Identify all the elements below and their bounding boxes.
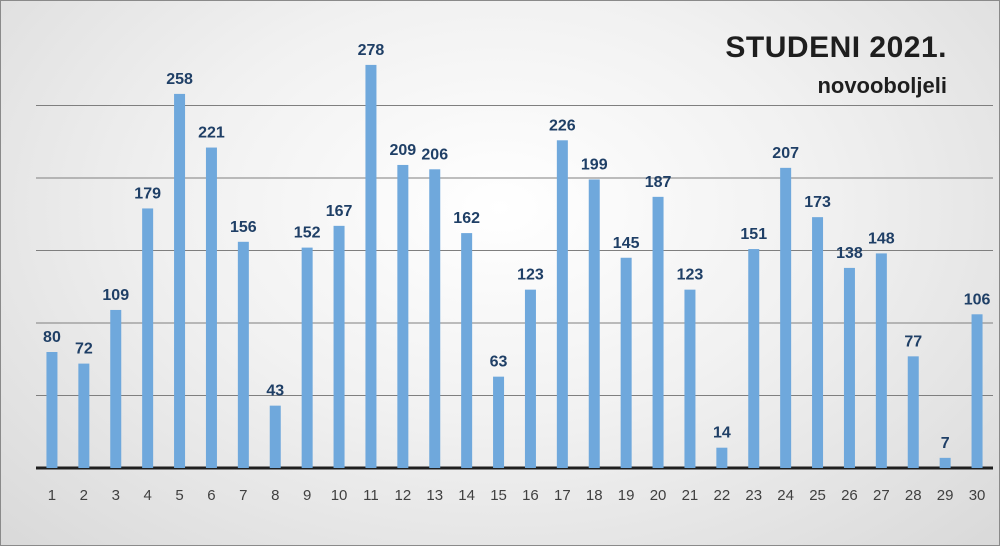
x-tick-label: 9 — [303, 487, 311, 504]
bar-day-1 — [46, 352, 58, 468]
bar-day-18 — [588, 179, 600, 468]
bar-day-12 — [397, 164, 409, 468]
bar-day-28 — [907, 356, 919, 468]
gridlines — [36, 105, 993, 470]
bar-day-25 — [812, 217, 824, 468]
x-tick-label: 5 — [175, 487, 183, 504]
data-label: 14 — [713, 425, 731, 442]
x-tick-label: 30 — [969, 487, 986, 504]
bar-day-23 — [748, 249, 760, 468]
bar-day-29 — [939, 457, 951, 468]
bar-day-30 — [971, 314, 983, 468]
data-label: 206 — [421, 146, 448, 163]
bar-day-10 — [333, 225, 345, 468]
bar-day-8 — [269, 405, 281, 468]
x-tick-label: 13 — [426, 487, 443, 504]
x-tick-label: 8 — [271, 487, 279, 504]
x-tick-label: 25 — [809, 487, 826, 504]
x-tick-label: 1 — [48, 487, 56, 504]
x-tick-label: 3 — [112, 487, 120, 504]
bar-day-4 — [142, 208, 154, 468]
data-label: 145 — [613, 235, 640, 252]
data-label: 258 — [166, 71, 193, 88]
x-tick-label: 17 — [554, 487, 571, 504]
bar-day-3 — [110, 309, 122, 468]
data-labels: 80 72 109 179 258 221 156 43 152 167 278 209 206 162 6… — [43, 42, 990, 452]
data-label: 209 — [389, 142, 416, 159]
bar-day-16 — [524, 289, 536, 468]
bar-day-5 — [174, 93, 186, 469]
bar-day-13 — [429, 169, 441, 469]
data-label: 179 — [134, 185, 161, 202]
bar-day-2 — [78, 363, 90, 468]
x-tick-label: 12 — [395, 487, 412, 504]
data-label: 151 — [740, 226, 767, 243]
x-tick-label: 24 — [777, 487, 794, 504]
x-tick-label: 22 — [714, 487, 731, 504]
data-label: 221 — [198, 125, 225, 142]
x-tick-label: 2 — [80, 487, 88, 504]
chart-title: STUDENI 2021. — [725, 31, 947, 64]
data-label: 123 — [677, 267, 704, 284]
x-tick-label: 7 — [239, 487, 247, 504]
data-label: 63 — [490, 354, 508, 371]
data-label: 199 — [581, 156, 608, 173]
x-tick-label: 15 — [490, 487, 507, 504]
data-label: 156 — [230, 219, 257, 236]
bar-day-24 — [780, 167, 792, 468]
bar-day-6 — [205, 147, 217, 469]
x-tick-label: 19 — [618, 487, 635, 504]
x-tick-label: 23 — [745, 487, 762, 504]
bar-day-9 — [301, 247, 313, 468]
data-label: 109 — [102, 287, 129, 304]
data-label: 138 — [836, 245, 863, 262]
x-tick-label: 14 — [458, 487, 475, 504]
data-label: 123 — [517, 267, 544, 284]
data-label: 187 — [645, 174, 672, 191]
data-label: 106 — [964, 291, 991, 308]
x-tick-label: 10 — [331, 487, 348, 504]
bar-day-17 — [556, 140, 568, 469]
data-label: 162 — [453, 210, 480, 227]
bars — [46, 64, 983, 469]
data-label: 278 — [358, 42, 385, 59]
bar-day-14 — [461, 233, 473, 468]
x-tick-label: 6 — [207, 487, 215, 504]
bar-day-26 — [843, 267, 855, 468]
data-label: 226 — [549, 117, 576, 134]
data-label: 72 — [75, 341, 93, 358]
x-tick-label: 28 — [905, 487, 922, 504]
x-tick-label: 26 — [841, 487, 858, 504]
data-label: 207 — [772, 145, 799, 162]
data-label: 43 — [266, 383, 284, 400]
data-label: 152 — [294, 225, 321, 242]
bar-day-11 — [365, 64, 377, 469]
x-tick-label: 29 — [937, 487, 954, 504]
data-label: 148 — [868, 230, 895, 247]
data-label: 173 — [804, 194, 831, 211]
x-axis-ticks: 1 2 3 4 5 6 7 8 9 10 11 12 13 14 15 16 17 18 19 20 21 22 23 24 2… — [48, 487, 986, 504]
data-label: 77 — [904, 333, 922, 350]
x-tick-label: 20 — [650, 487, 667, 504]
bar-day-21 — [684, 289, 696, 468]
data-label: 7 — [941, 435, 950, 452]
chart-subtitle: novooboljeli — [817, 73, 947, 98]
x-tick-label: 18 — [586, 487, 603, 504]
bar-day-7 — [237, 241, 249, 468]
bar-day-15 — [493, 376, 505, 468]
x-tick-label: 16 — [522, 487, 539, 504]
bar-day-27 — [875, 253, 887, 468]
data-label: 167 — [326, 203, 353, 220]
x-tick-label: 21 — [682, 487, 699, 504]
x-tick-label: 27 — [873, 487, 890, 504]
bar-day-22 — [716, 447, 728, 468]
x-tick-label: 11 — [363, 487, 379, 504]
data-label: 80 — [43, 329, 61, 346]
x-tick-label: 4 — [143, 487, 151, 504]
bar-day-19 — [620, 257, 632, 468]
bar-day-20 — [652, 196, 664, 468]
